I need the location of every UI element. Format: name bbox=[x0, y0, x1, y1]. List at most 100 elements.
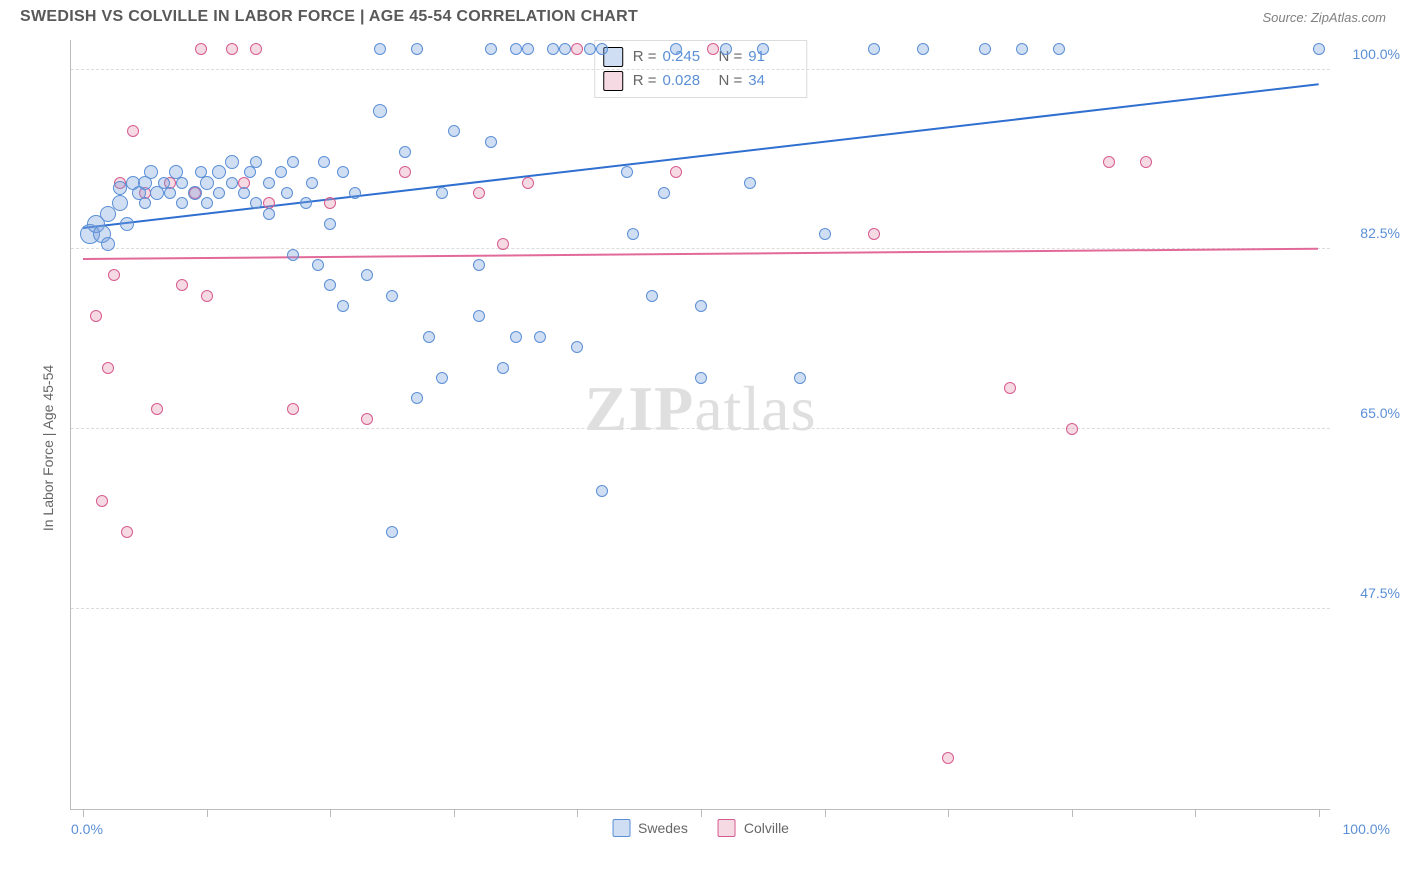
data-point bbox=[411, 392, 423, 404]
data-point bbox=[287, 403, 299, 415]
data-point bbox=[1103, 156, 1115, 168]
x-tick bbox=[330, 809, 331, 817]
x-tick bbox=[207, 809, 208, 817]
data-point bbox=[324, 197, 336, 209]
data-point bbox=[485, 43, 497, 55]
data-point bbox=[312, 259, 324, 271]
data-point bbox=[571, 341, 583, 353]
data-point bbox=[374, 43, 386, 55]
data-point bbox=[596, 43, 608, 55]
data-point bbox=[411, 43, 423, 55]
data-point bbox=[164, 187, 176, 199]
chart-title: SWEDISH VS COLVILLE IN LABOR FORCE | AGE… bbox=[20, 8, 638, 26]
data-point bbox=[436, 187, 448, 199]
data-point bbox=[917, 43, 929, 55]
data-point bbox=[176, 279, 188, 291]
data-point bbox=[337, 166, 349, 178]
data-point bbox=[757, 43, 769, 55]
r-label: R = bbox=[633, 45, 657, 69]
data-point bbox=[510, 331, 522, 343]
x-tick bbox=[1319, 809, 1320, 817]
data-point bbox=[423, 331, 435, 343]
data-point bbox=[250, 156, 262, 168]
x-legend: Swedes Colville bbox=[612, 819, 789, 837]
plot-area: ZIPatlas R = 0.245 N = 91 R = 0.028 N = … bbox=[70, 40, 1330, 810]
data-point bbox=[112, 195, 128, 211]
data-point bbox=[497, 362, 509, 374]
data-point bbox=[1004, 382, 1016, 394]
r-label: R = bbox=[633, 69, 657, 93]
data-point bbox=[707, 43, 719, 55]
data-point bbox=[121, 526, 133, 538]
n-value-pink: 34 bbox=[748, 69, 798, 93]
data-point bbox=[337, 300, 349, 312]
legend-swatch-blue-icon bbox=[612, 819, 630, 837]
data-point bbox=[287, 156, 299, 168]
data-point bbox=[151, 403, 163, 415]
data-point bbox=[250, 43, 262, 55]
y-tick-label: 100.0% bbox=[1340, 46, 1400, 62]
legend-label-colville: Colville bbox=[744, 820, 789, 836]
data-point bbox=[318, 156, 330, 168]
x-tick bbox=[83, 809, 84, 817]
swatch-pink-icon bbox=[603, 71, 623, 91]
data-point bbox=[361, 413, 373, 425]
data-point bbox=[658, 187, 670, 199]
y-tick-label: 65.0% bbox=[1340, 405, 1400, 421]
data-point bbox=[200, 176, 214, 190]
data-point bbox=[670, 43, 682, 55]
data-point bbox=[571, 43, 583, 55]
legend-item-swedes: Swedes bbox=[612, 819, 688, 837]
data-point bbox=[324, 279, 336, 291]
data-point bbox=[127, 125, 139, 137]
data-point bbox=[942, 752, 954, 764]
data-point bbox=[670, 166, 682, 178]
x-tick bbox=[948, 809, 949, 817]
data-point bbox=[373, 104, 387, 118]
data-point bbox=[226, 43, 238, 55]
gridline bbox=[71, 608, 1330, 609]
data-point bbox=[281, 187, 293, 199]
y-tick-label: 47.5% bbox=[1340, 585, 1400, 601]
stat-row-blue: R = 0.245 N = 91 bbox=[603, 45, 799, 69]
data-point bbox=[436, 372, 448, 384]
data-point bbox=[399, 166, 411, 178]
data-point bbox=[522, 43, 534, 55]
data-point bbox=[225, 155, 239, 169]
x-tick bbox=[825, 809, 826, 817]
data-point bbox=[399, 146, 411, 158]
data-point bbox=[522, 177, 534, 189]
data-point bbox=[244, 166, 256, 178]
gridline bbox=[71, 69, 1330, 70]
data-point bbox=[201, 197, 213, 209]
data-point bbox=[627, 228, 639, 240]
data-point bbox=[695, 372, 707, 384]
data-point bbox=[1016, 43, 1028, 55]
chart-header: SWEDISH VS COLVILLE IN LABOR FORCE | AGE… bbox=[0, 0, 1406, 30]
x-axis-min-label: 0.0% bbox=[71, 821, 103, 837]
data-point bbox=[263, 208, 275, 220]
y-tick-label: 82.5% bbox=[1340, 225, 1400, 241]
n-label: N = bbox=[719, 69, 743, 93]
data-point bbox=[744, 177, 756, 189]
data-point bbox=[621, 166, 633, 178]
data-point bbox=[473, 310, 485, 322]
data-point bbox=[101, 237, 115, 251]
x-axis-max-label: 100.0% bbox=[1343, 821, 1390, 837]
legend-label-swedes: Swedes bbox=[638, 820, 688, 836]
data-point bbox=[485, 136, 497, 148]
data-point bbox=[819, 228, 831, 240]
data-point bbox=[720, 43, 732, 55]
data-point bbox=[473, 187, 485, 199]
data-point bbox=[497, 238, 509, 250]
chart-area: In Labor Force | Age 45-54 ZIPatlas R = … bbox=[40, 40, 1390, 840]
data-point bbox=[250, 197, 262, 209]
data-point bbox=[212, 165, 226, 179]
data-point bbox=[1066, 423, 1078, 435]
legend-swatch-pink-icon bbox=[718, 819, 736, 837]
data-point bbox=[102, 362, 114, 374]
data-point bbox=[868, 228, 880, 240]
data-point bbox=[386, 290, 398, 302]
data-point bbox=[139, 197, 151, 209]
data-point bbox=[646, 290, 658, 302]
